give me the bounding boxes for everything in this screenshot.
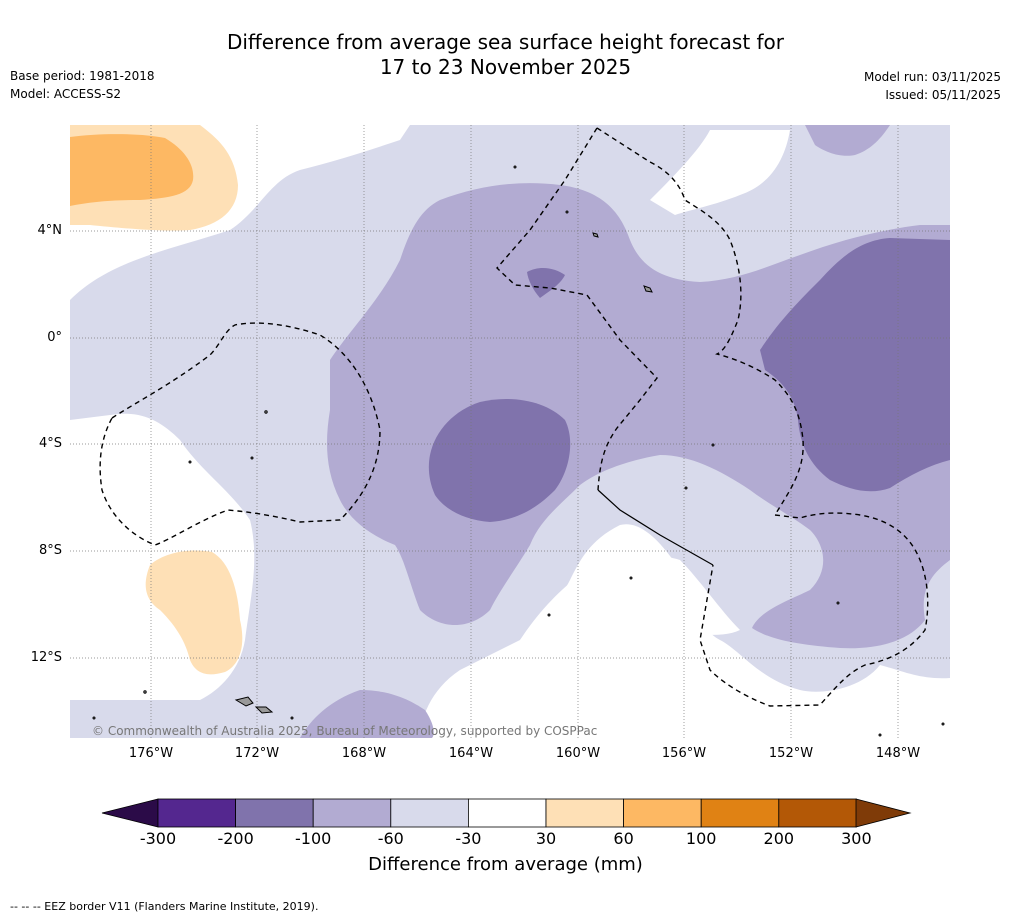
lat-label-0: 0° (47, 330, 62, 345)
colorbar-bin-p30-p60 (545, 798, 624, 828)
colorbar-over-triangle (855, 798, 912, 828)
eez-border-solid (597, 489, 714, 566)
issued-label: Issued: 05/11/2025 (885, 88, 1001, 102)
colorbar-bin-n30-p30 (467, 798, 547, 828)
contour-field (70, 125, 950, 738)
title-line-1: Difference from average sea surface heig… (226, 30, 785, 54)
colorbar-tick: 200 (763, 829, 795, 848)
lat-label-4n: 4°N (37, 223, 63, 238)
colorbar-tick: 60 (613, 829, 634, 848)
colorbar-bin-p200-p300 (778, 798, 857, 828)
contour-orange-light-south (145, 550, 243, 675)
islands (92, 165, 945, 737)
contour-lavender-medium (327, 183, 950, 649)
lon-label-156w: 156°W (661, 746, 707, 761)
lon-label-172w: 172°W (234, 746, 280, 761)
colorbar-bin-n200-n100 (235, 798, 314, 828)
eez-footnote: -- -- -- EEZ border V11 (Flanders Marine… (10, 900, 319, 913)
lon-label-176w: 176°W (128, 746, 174, 761)
contour-white-east (650, 130, 790, 215)
contour-lavender-dark-small (527, 268, 565, 298)
base-period-label: Base period: 1981-2018 (10, 69, 155, 83)
contour-white-southcentral (520, 555, 740, 652)
colorbar-tick: -200 (217, 829, 254, 848)
colorbar-tick: 300 (841, 829, 872, 848)
map-copyright: © Commonwealth of Australia 2025, Bureau… (92, 724, 598, 738)
lat-label-4s: 4°S (38, 436, 62, 451)
lat-label-12s: 12°S (30, 650, 62, 665)
contour-orange-mid-north (70, 134, 194, 206)
model-label: Model: ACCESS-S2 (10, 87, 122, 101)
colorbar-bin-n300-n200 (157, 798, 236, 828)
contour-lavender-dark-central (428, 399, 571, 522)
map-title: Difference from average sea surface heig… (0, 30, 1011, 80)
colorbar-tick: -300 (139, 829, 177, 848)
contour-lavender-medium-top (805, 125, 890, 156)
colorbar-tick: 30 (535, 829, 557, 848)
colorbar (101, 798, 912, 828)
colorbar-title: Difference from average (mm) (368, 854, 643, 875)
colorbar-bin-n60-n30 (390, 798, 469, 828)
graticule (70, 125, 950, 738)
lon-label-168w: 168°W (341, 746, 387, 761)
colorbar-tick: -30 (455, 829, 482, 848)
title-line-2: 17 to 23 November 2025 (379, 55, 632, 79)
colorbar-tick: -60 (377, 829, 404, 848)
model-run-label: Model run: 03/11/2025 (863, 70, 1001, 84)
lon-label-160w: 160°W (555, 746, 601, 761)
colorbar-tick: -100 (295, 829, 332, 848)
contour-lavender-dark-east (760, 238, 950, 492)
lon-label-164w: 164°W (448, 746, 494, 761)
eez-borders (99, 127, 929, 707)
contour-lavender-medium-sw (300, 690, 434, 738)
colorbar-bin-p100-p200 (700, 798, 780, 828)
lat-label-8s: 8°S (38, 543, 62, 558)
lon-label-152w: 152°W (768, 746, 814, 761)
colorbar-bin-p60-p100 (623, 798, 702, 828)
colorbar-under-triangle (101, 798, 159, 828)
lon-label-148w: 148°W (875, 746, 921, 761)
colorbar-tick: 100 (685, 829, 717, 848)
colorbar-bin-n100-n60 (312, 798, 392, 828)
